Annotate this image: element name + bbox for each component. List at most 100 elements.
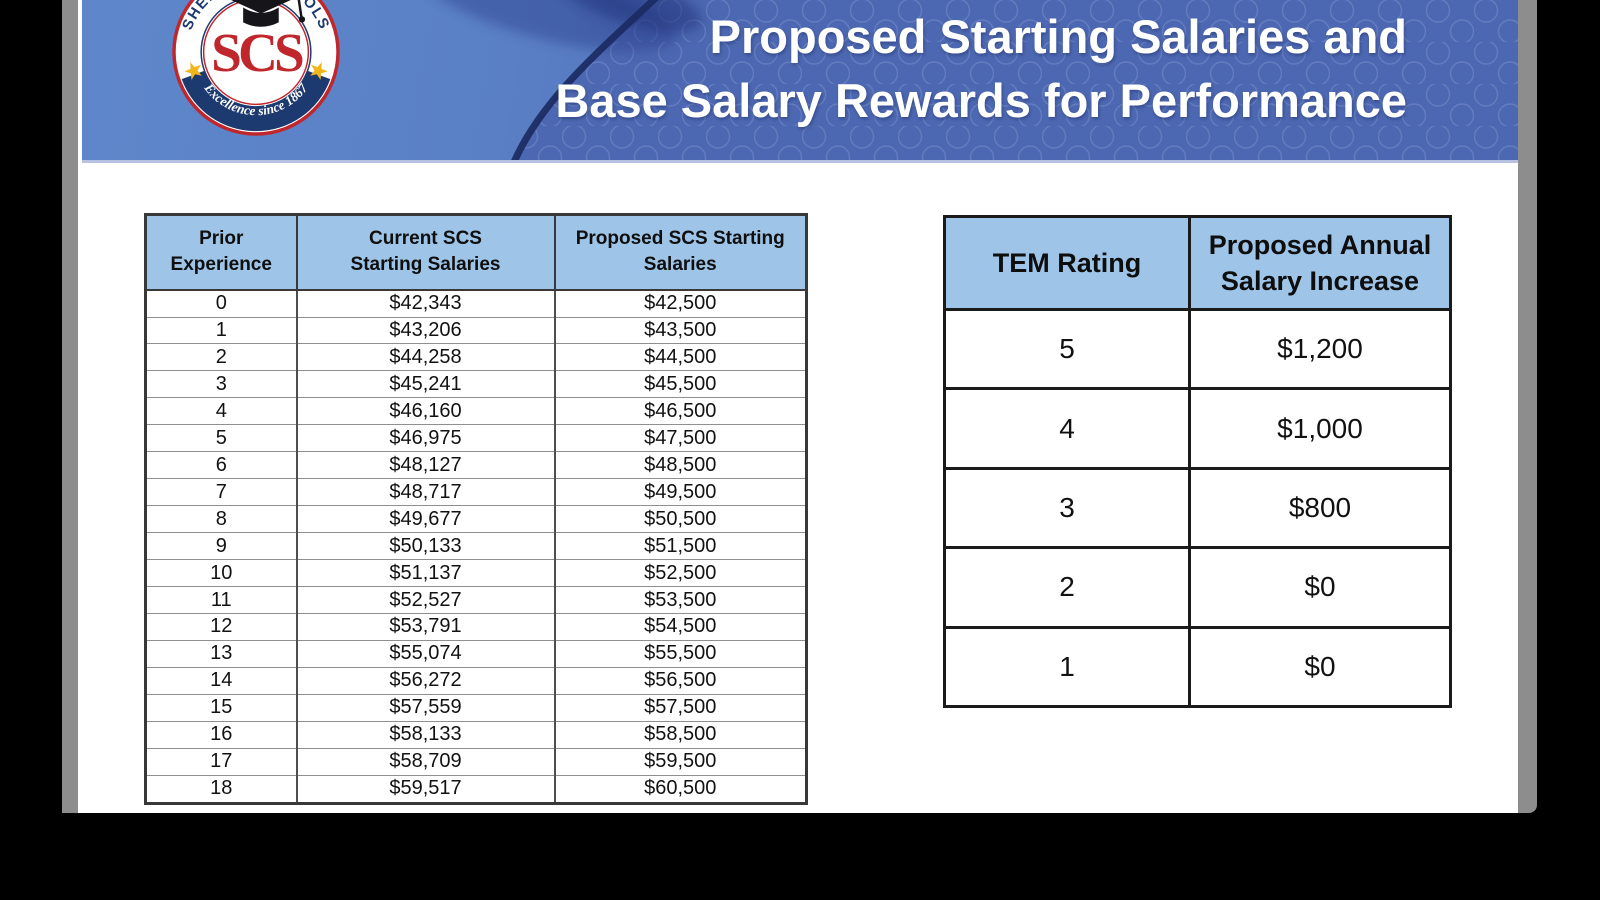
current-salary-cell: $55,074 [295, 639, 556, 668]
salary-row: 16 $58,133 $58,500 [144, 720, 808, 749]
prior-experience-cell: 1 [144, 316, 298, 344]
current-salary-cell: $57,559 [295, 693, 556, 722]
tem-rating-cell: 1 [943, 625, 1191, 709]
prior-experience-cell: 7 [144, 478, 298, 506]
tem-row: 1 $0 [943, 625, 1452, 709]
logo-bottom-band [181, 70, 331, 132]
prior-experience-cell: 2 [144, 343, 298, 371]
proposed-salary-cell: $44,500 [553, 343, 808, 371]
salary-row: 8 $49,677 $50,500 [144, 505, 808, 533]
current-salary-cell: $51,137 [295, 559, 556, 587]
salary-row: 6 $48,127 $48,500 [144, 451, 808, 479]
current-salary-cell: $48,127 [295, 451, 556, 479]
salary-row: 12 $53,791 $54,500 [144, 613, 808, 641]
scs-logo: SHELBY SCHOOLS Excellence since 1867 SCS [172, 0, 340, 136]
col-header-current-salaries: Current SCS Starting Salaries [295, 213, 556, 291]
proposed-salary-cell: $57,500 [553, 693, 808, 722]
prior-experience-cell: 0 [144, 289, 298, 318]
header-banner: SHELBY SCHOOLS Excellence since 1867 SCS [82, 0, 1518, 163]
current-salary-cell: $50,133 [295, 532, 556, 560]
current-salary-cell: $46,160 [295, 397, 556, 425]
prior-experience-cell: 13 [144, 639, 298, 668]
current-salary-cell: $42,343 [295, 289, 556, 318]
salary-row: 4 $46,160 $46,500 [144, 397, 808, 425]
slide-frame-left-edge [62, 0, 78, 813]
current-salary-cell: $56,272 [295, 666, 556, 695]
salary-increase-cell: $1,200 [1188, 307, 1452, 391]
prior-experience-cell: 14 [144, 666, 298, 695]
salary-row: 11 $52,527 $53,500 [144, 586, 808, 614]
proposed-salary-cell: $43,500 [553, 316, 808, 344]
salary-row: 7 $48,717 $49,500 [144, 478, 808, 506]
slide-title: Proposed Starting Salaries and Base Sala… [555, 5, 1407, 133]
slide-title-line-2: Base Salary Rewards for Performance [555, 74, 1407, 127]
current-salary-cell: $44,258 [295, 343, 556, 371]
prior-experience-cell: 4 [144, 397, 298, 425]
current-salary-cell: $43,206 [295, 316, 556, 344]
current-salary-cell: $45,241 [295, 370, 556, 398]
slide-title-line-1: Proposed Starting Salaries and [709, 10, 1407, 63]
proposed-salary-cell: $54,500 [553, 613, 808, 641]
tem-rating-cell: 2 [943, 546, 1191, 629]
current-salary-cell: $48,717 [295, 478, 556, 506]
col-header-tem-rating: TEM Rating [943, 215, 1191, 311]
col-header-prior-experience: Prior Experience [144, 213, 298, 291]
salary-row: 1 $43,206 $43,500 [144, 316, 808, 344]
salary-row: 5 $46,975 $47,500 [144, 424, 808, 452]
starting-salaries-table-body: 0 $42,343 $42,500 1 $43,206 $43,500 2 $4… [144, 289, 808, 804]
tem-row: 3 $800 [943, 466, 1452, 550]
salary-increase-cell: $0 [1188, 625, 1452, 709]
prior-experience-cell: 12 [144, 613, 298, 641]
prior-experience-cell: 18 [144, 774, 298, 804]
tem-rating-cell: 4 [943, 387, 1191, 470]
salary-row: 14 $56,272 $56,500 [144, 666, 808, 695]
prior-experience-cell: 10 [144, 559, 298, 587]
proposed-salary-cell: $47,500 [553, 424, 808, 452]
proposed-salary-cell: $53,500 [553, 586, 808, 614]
proposed-salary-cell: $55,500 [553, 639, 808, 668]
prior-experience-cell: 17 [144, 747, 298, 776]
current-salary-cell: $59,517 [295, 774, 556, 804]
salary-row: 17 $58,709 $59,500 [144, 747, 808, 776]
prior-experience-cell: 16 [144, 720, 298, 749]
proposed-salary-cell: $46,500 [553, 397, 808, 425]
current-salary-cell: $58,709 [295, 747, 556, 776]
slide-frame-right-edge [1518, 0, 1537, 813]
tem-row: 2 $0 [943, 546, 1452, 629]
banner-swoosh-artwork [423, 0, 1518, 160]
proposed-salary-cell: $52,500 [553, 559, 808, 587]
current-salary-cell: $52,527 [295, 586, 556, 614]
tem-row: 5 $1,200 [943, 307, 1452, 391]
tem-rating-cell: 3 [943, 466, 1191, 550]
starting-salaries-table: Prior Experience Current SCS Starting Sa… [144, 213, 808, 805]
proposed-salary-cell: $45,500 [553, 370, 808, 398]
salary-row: 0 $42,343 $42,500 [144, 289, 808, 318]
salary-row: 2 $44,258 $44,500 [144, 343, 808, 371]
graduation-cap-icon [231, 0, 306, 27]
proposed-salary-cell: $50,500 [553, 505, 808, 533]
salary-increase-cell: $1,000 [1188, 387, 1452, 470]
tem-row: 4 $1,000 [943, 387, 1452, 470]
current-salary-cell: $49,677 [295, 505, 556, 533]
col-header-proposed-salaries: Proposed SCS Starting Salaries [553, 213, 808, 291]
salary-row: 18 $59,517 $60,500 [144, 774, 808, 804]
proposed-salary-cell: $59,500 [553, 747, 808, 776]
prior-experience-cell: 3 [144, 370, 298, 398]
proposed-salary-cell: $60,500 [553, 774, 808, 804]
prior-experience-cell: 15 [144, 693, 298, 722]
proposed-salary-cell: $58,500 [553, 720, 808, 749]
proposed-salary-cell: $51,500 [553, 532, 808, 560]
salary-increase-cell: $0 [1188, 546, 1452, 629]
salary-row: 15 $57,559 $57,500 [144, 693, 808, 722]
prior-experience-cell: 6 [144, 451, 298, 479]
slide: SHELBY SCHOOLS Excellence since 1867 SCS [78, 0, 1518, 813]
proposed-salary-cell: $48,500 [553, 451, 808, 479]
prior-experience-cell: 8 [144, 505, 298, 533]
starting-salaries-table-header: Prior Experience Current SCS Starting Sa… [144, 213, 808, 291]
proposed-salary-cell: $42,500 [553, 289, 808, 318]
current-salary-cell: $53,791 [295, 613, 556, 641]
salary-row: 3 $45,241 $45,500 [144, 370, 808, 398]
salary-row: 13 $55,074 $55,500 [144, 639, 808, 668]
tem-rating-cell: 5 [943, 307, 1191, 391]
